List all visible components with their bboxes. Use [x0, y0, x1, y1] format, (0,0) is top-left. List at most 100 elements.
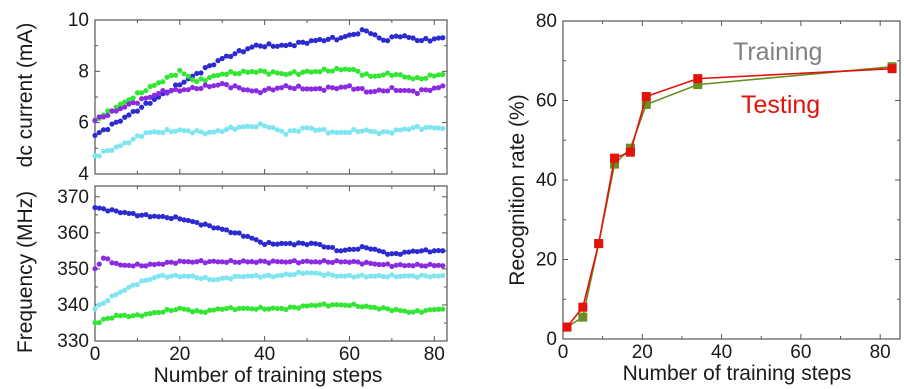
data-point	[291, 271, 297, 278]
data-point	[228, 304, 234, 311]
data-point	[312, 68, 319, 75]
data-point	[117, 143, 124, 149]
data-point	[578, 302, 588, 312]
data-point	[389, 34, 395, 40]
data-point	[376, 306, 382, 312]
series-3	[92, 121, 446, 159]
data-point	[206, 307, 213, 313]
data-point	[130, 282, 136, 288]
data-point	[283, 71, 289, 78]
data-point	[325, 130, 331, 136]
data-point	[308, 259, 314, 265]
data-point	[105, 112, 111, 118]
data-point	[257, 274, 263, 280]
data-point	[414, 261, 420, 267]
data-point	[334, 258, 340, 264]
data-point	[113, 104, 119, 110]
data-point	[168, 88, 174, 94]
data-point	[198, 309, 204, 315]
data-point	[393, 274, 399, 280]
data-point	[113, 312, 119, 318]
data-point	[610, 159, 620, 169]
data-point	[427, 124, 433, 130]
data-point	[440, 35, 446, 41]
data-point	[393, 87, 399, 94]
data-point	[139, 104, 145, 110]
data-point	[194, 70, 200, 77]
data-point	[325, 244, 331, 250]
data-point	[440, 248, 446, 254]
data-point	[185, 259, 191, 265]
data-point	[147, 214, 153, 220]
data-point	[117, 106, 124, 112]
data-point	[172, 214, 179, 220]
data-point	[139, 90, 145, 96]
y-tick-label: 6	[78, 113, 89, 134]
data-point	[160, 309, 166, 315]
data-point	[249, 306, 255, 312]
data-point	[113, 119, 119, 125]
data-point	[279, 42, 285, 48]
data-point	[346, 302, 353, 309]
data-point	[270, 69, 276, 75]
data-point	[423, 273, 429, 279]
data-point	[355, 129, 361, 135]
data-point	[287, 85, 293, 91]
data-point	[401, 87, 408, 94]
data-point	[240, 49, 247, 55]
data-point	[219, 71, 225, 77]
series-line-testing	[566, 67, 893, 328]
data-point	[317, 69, 323, 75]
data-point	[92, 153, 98, 159]
data-point	[435, 262, 442, 268]
data-point	[372, 261, 378, 267]
data-point	[423, 35, 429, 42]
data-point	[236, 230, 242, 236]
data-point	[300, 270, 306, 277]
data-point	[109, 108, 115, 114]
data-point	[96, 261, 102, 267]
data-point	[177, 258, 183, 264]
x-tick-label: 80	[424, 344, 445, 365]
data-point	[406, 88, 412, 94]
data-point	[287, 240, 293, 246]
data-point	[151, 92, 157, 98]
data-point	[143, 100, 149, 106]
y-tick-label: 0	[546, 329, 557, 350]
data-point	[177, 216, 183, 222]
data-point	[418, 87, 425, 93]
data-point	[202, 221, 208, 227]
data-point	[274, 259, 280, 265]
data-point	[151, 129, 157, 135]
data-point	[181, 259, 187, 265]
x-tick-label: 20	[169, 344, 190, 365]
data-point	[355, 259, 361, 265]
data-point	[372, 304, 378, 311]
data-point	[206, 74, 213, 81]
data-point	[300, 125, 306, 131]
data-point	[279, 305, 285, 311]
data-point	[321, 66, 327, 72]
data-point	[134, 213, 141, 219]
data-point	[198, 76, 204, 82]
data-point	[308, 69, 314, 75]
data-point	[219, 306, 225, 312]
data-point	[376, 248, 382, 254]
data-point	[219, 80, 225, 87]
data-point	[346, 32, 353, 38]
data-point	[321, 301, 327, 307]
data-point	[300, 69, 306, 75]
data-point	[211, 129, 217, 135]
data-point	[198, 85, 204, 92]
data-point	[147, 310, 153, 317]
data-point	[435, 125, 442, 131]
data-point	[291, 127, 297, 134]
data-point	[232, 126, 238, 132]
data-point	[253, 306, 259, 312]
data-point	[283, 42, 289, 49]
data-point	[359, 261, 365, 267]
legend-testing: Testing	[741, 91, 820, 119]
data-point	[338, 67, 344, 73]
data-point	[363, 127, 370, 133]
data-point	[96, 129, 102, 136]
